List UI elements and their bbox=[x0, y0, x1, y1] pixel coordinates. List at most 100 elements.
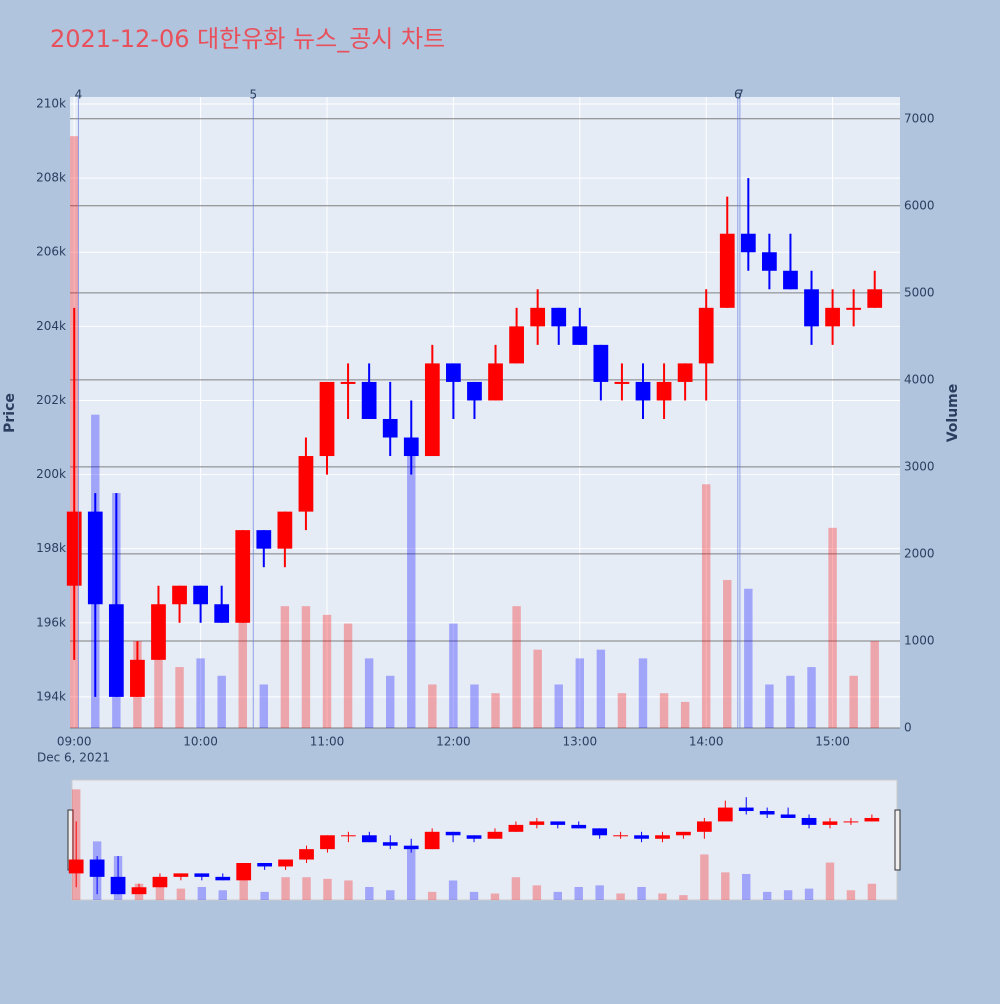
y2-tick-label: 4000 bbox=[904, 372, 935, 386]
slider-volume-bar bbox=[762, 891, 772, 900]
candle-body bbox=[719, 233, 735, 308]
volume-bar bbox=[765, 684, 774, 728]
slider-candle-body bbox=[361, 835, 377, 843]
slider-volume-bar bbox=[511, 877, 521, 900]
volume-bar bbox=[470, 684, 479, 728]
y-tick-label: 204k bbox=[36, 319, 66, 333]
slider-candle-body bbox=[341, 835, 356, 837]
slider-volume-bar bbox=[469, 891, 479, 900]
candle-body bbox=[172, 585, 187, 605]
slider-volume-bar bbox=[658, 893, 667, 900]
slider-candle-body bbox=[571, 824, 587, 829]
slider-volume-bar bbox=[637, 886, 646, 900]
y-tick-label: 202k bbox=[36, 393, 66, 407]
volume-bar bbox=[638, 658, 648, 728]
candle-body bbox=[319, 381, 335, 457]
slider-candle-body bbox=[592, 828, 608, 836]
candle-body bbox=[867, 289, 883, 308]
slider-candle-body bbox=[759, 811, 775, 815]
slider-volume-bar bbox=[616, 893, 625, 900]
candle-body bbox=[593, 344, 609, 382]
slider-volume-bar bbox=[448, 880, 458, 900]
news-marker-label: 6 bbox=[734, 88, 742, 102]
slider-candle-body bbox=[215, 876, 231, 881]
volume-bar bbox=[723, 580, 732, 728]
slider-candle-body bbox=[717, 807, 733, 822]
y-tick-label: 198k bbox=[36, 541, 66, 555]
slider-volume-bar bbox=[595, 885, 604, 900]
slider-handle[interactable] bbox=[894, 809, 901, 871]
volume-bar bbox=[849, 675, 858, 728]
y2-tick-label: 6000 bbox=[904, 198, 935, 212]
volume-bar bbox=[554, 684, 563, 728]
y2-tick-label: 5000 bbox=[904, 285, 935, 299]
slider-volume-bar bbox=[679, 895, 688, 900]
volume-bar bbox=[807, 667, 816, 728]
range-slider[interactable] bbox=[71, 779, 898, 901]
candle-body bbox=[446, 363, 461, 382]
slider-candle-body bbox=[655, 835, 670, 839]
candle-body bbox=[193, 585, 208, 605]
y-tick-label: 210k bbox=[36, 97, 66, 111]
volume-bar bbox=[238, 606, 247, 728]
volume-bar bbox=[154, 623, 163, 728]
candle-body bbox=[740, 233, 756, 253]
candle-body bbox=[87, 511, 103, 605]
volume-bar bbox=[512, 606, 521, 728]
y2-tick-label: 7000 bbox=[904, 111, 935, 125]
x-tick-label: 10:00 bbox=[183, 735, 218, 749]
candle-body bbox=[340, 381, 356, 384]
candle-body bbox=[804, 289, 819, 327]
slider-volume-bar bbox=[825, 862, 835, 900]
slider-volume-bar bbox=[386, 890, 395, 900]
candle-body bbox=[361, 381, 377, 419]
x-date-label: Dec 6, 2021 bbox=[37, 751, 110, 765]
slider-volume-bar bbox=[532, 885, 542, 900]
slider-candle-body bbox=[320, 835, 335, 850]
candle-body bbox=[66, 511, 82, 586]
slider-candle-body bbox=[89, 859, 105, 877]
slider-volume-bar bbox=[344, 880, 353, 900]
candle-body bbox=[762, 252, 777, 271]
slider-candle-body bbox=[299, 849, 314, 860]
slider-volume-bar bbox=[218, 890, 227, 900]
volume-bar bbox=[196, 658, 205, 728]
candle-body bbox=[509, 326, 524, 364]
slider-candle-body bbox=[424, 831, 440, 850]
news-marker-label: 4 bbox=[75, 88, 83, 102]
volume-bar bbox=[701, 484, 711, 728]
slider-volume-bar bbox=[574, 886, 583, 900]
slider-candle-body bbox=[487, 831, 503, 839]
candle-body bbox=[656, 381, 672, 401]
candle-body bbox=[298, 456, 314, 512]
y-tick-label: 200k bbox=[36, 467, 66, 481]
slider-volume-bar bbox=[742, 873, 751, 900]
candle-body bbox=[214, 604, 230, 623]
y-tick-label: 196k bbox=[36, 615, 66, 629]
slider-candle-body bbox=[152, 876, 168, 888]
volume-bar bbox=[870, 640, 879, 728]
slider-volume-bar bbox=[783, 890, 793, 900]
slider-volume-bar bbox=[365, 886, 374, 900]
slider-volume-bar bbox=[323, 878, 332, 900]
slider-candle-body bbox=[613, 835, 628, 837]
x-tick-label: 15:00 bbox=[815, 735, 850, 749]
slider-volume-bar bbox=[804, 888, 814, 900]
candle-body bbox=[488, 363, 503, 401]
volume-bar bbox=[217, 675, 226, 728]
slider-candle-body bbox=[864, 817, 880, 822]
slider-candle-body bbox=[843, 821, 859, 823]
x-tick-label: 14:00 bbox=[689, 735, 724, 749]
volume-bar bbox=[301, 606, 311, 728]
slider-volume-bar bbox=[302, 877, 311, 900]
x-tick-label: 11:00 bbox=[310, 735, 345, 749]
slider-volume-bar bbox=[281, 877, 290, 900]
candle-body bbox=[277, 511, 293, 549]
slider-candle-body bbox=[278, 859, 293, 867]
volume-bar bbox=[491, 693, 500, 728]
x-tick-label: 13:00 bbox=[563, 735, 598, 749]
volume-bar bbox=[533, 649, 542, 728]
volume-bar bbox=[428, 684, 437, 728]
slider-volume-bar bbox=[721, 872, 730, 900]
y2-tick-label: 2000 bbox=[904, 546, 935, 560]
